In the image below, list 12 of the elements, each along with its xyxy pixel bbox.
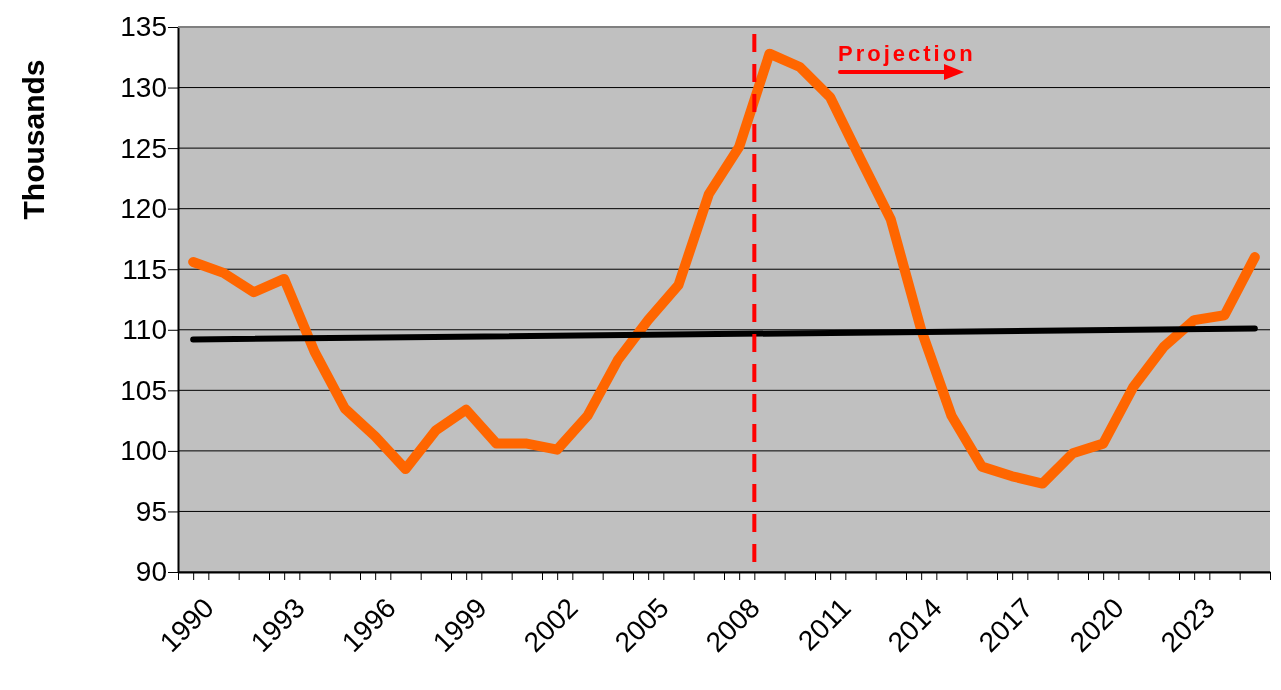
annotation: Projection bbox=[838, 41, 976, 66]
y-tick-label: 95 bbox=[135, 495, 167, 527]
y-tick-label: 130 bbox=[120, 72, 167, 104]
y-tick-label: 120 bbox=[120, 193, 167, 225]
y-tick-label: 105 bbox=[120, 374, 167, 406]
y-tick-label: 125 bbox=[120, 132, 167, 164]
y-tick-label: 100 bbox=[120, 435, 167, 467]
y-tick-label: 115 bbox=[122, 253, 167, 285]
y-axis-title: Thousands bbox=[17, 59, 50, 220]
y-tick-label: 90 bbox=[135, 556, 167, 588]
y-tick-label: 110 bbox=[122, 314, 167, 346]
y-tick-label: 135 bbox=[120, 11, 167, 43]
